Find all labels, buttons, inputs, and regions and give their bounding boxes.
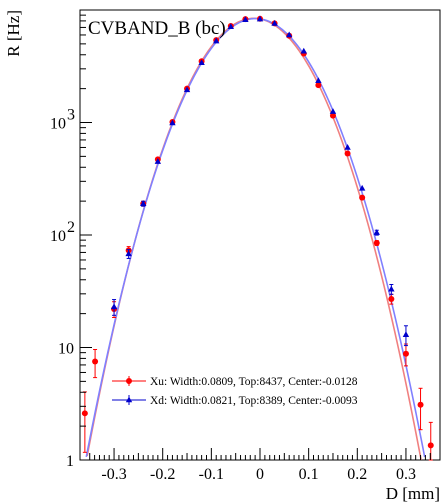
y-tick-label-base: 10	[50, 228, 66, 245]
data-point	[402, 350, 409, 357]
x-axis-label: D [mm]	[386, 484, 440, 503]
data-point	[213, 37, 220, 44]
data-points	[81, 15, 434, 461]
data-point	[329, 108, 337, 114]
data-point	[271, 19, 278, 26]
chart-title: CVBAND_B (bc)	[88, 18, 226, 39]
y-tick-label: 10	[58, 341, 74, 358]
data-point	[169, 119, 176, 126]
legend-marker	[125, 396, 133, 403]
data-point	[427, 442, 434, 449]
data-point	[344, 150, 351, 157]
data-point	[300, 47, 307, 54]
plot-frame	[79, 9, 441, 461]
y-axis-label: R [Hz]	[4, 10, 23, 57]
data-point	[344, 143, 351, 150]
data-point	[358, 184, 366, 191]
y-tick-label: 10	[50, 228, 66, 245]
y-tick-label: 10	[50, 116, 66, 133]
fit-curve	[85, 17, 426, 458]
data-point	[183, 86, 191, 93]
data-point	[329, 112, 336, 119]
data-point	[417, 401, 424, 408]
data-point	[125, 250, 132, 257]
data-point	[315, 82, 322, 89]
y-tick-label: 1	[66, 453, 74, 470]
data-point	[242, 16, 249, 22]
x-tick-label: 0	[256, 466, 264, 483]
data-point	[388, 285, 395, 292]
x-axis-ticks: -0.3 -0.2 -0.1 0 0.1 0.2 0.3	[89, 448, 431, 483]
x-tick-label: -0.1	[199, 466, 224, 483]
data-point	[373, 229, 380, 235]
y-tick-label-base: 10	[58, 341, 74, 358]
y-tick-label-base: 1	[66, 453, 74, 470]
y-tick-label-exponent: 2	[67, 219, 75, 236]
data-point	[402, 331, 410, 337]
x-tick-label: -0.3	[101, 466, 126, 483]
data-point	[198, 59, 205, 66]
data-point	[110, 303, 118, 310]
x-tick-label: 0.3	[396, 466, 416, 483]
fit-curves	[85, 17, 426, 461]
data-point	[227, 23, 235, 30]
data-point	[92, 358, 99, 365]
data-point	[285, 31, 293, 38]
data-point	[140, 200, 147, 206]
x-tick-label: 0.1	[299, 466, 319, 483]
data-point	[359, 194, 366, 201]
y-tick-label-base: 10	[50, 116, 66, 133]
legend-marker	[126, 378, 132, 384]
data-point	[154, 158, 162, 164]
y-tick-label-exponent: 3	[67, 107, 75, 124]
x-tick-label: 0.2	[347, 466, 367, 483]
fit-curve	[86, 17, 422, 461]
legend-label: Xd: Width:0.0821, Top:8389, Center:-0.00…	[150, 395, 358, 407]
data-point	[315, 77, 322, 84]
legend: Xu: Width:0.0809, Top:8437, Center:-0.01…	[112, 376, 358, 407]
data-point	[81, 410, 88, 417]
data-point	[388, 295, 395, 302]
data-point	[373, 239, 380, 246]
x-tick-label: -0.2	[150, 466, 175, 483]
data-point	[256, 15, 264, 22]
legend-label: Xu: Width:0.0809, Top:8437, Center:-0.01…	[150, 376, 358, 388]
